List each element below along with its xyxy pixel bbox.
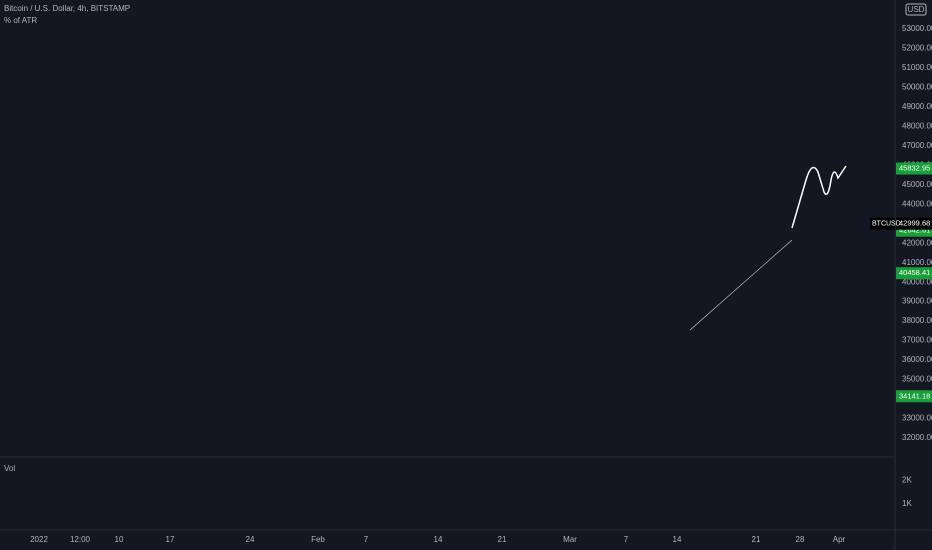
symbol-tag — [870, 217, 895, 230]
y-tick-label: 44000.00 — [902, 199, 932, 208]
y-tick-label: 41000.00 — [902, 258, 932, 267]
level-label: 40458.41 — [899, 268, 930, 277]
drawn-projection — [791, 165, 847, 229]
x-tick-label: 21 — [498, 535, 507, 544]
y-tick-label: 32000.00 — [902, 433, 932, 442]
last-price-tag — [896, 217, 932, 230]
y-tick-label: 51000.00 — [902, 63, 932, 72]
volume-tick-label: 1K — [902, 499, 912, 508]
y-tick-label: 50000.00 — [902, 82, 932, 91]
y-tick-label: 48000.00 — [902, 121, 932, 130]
x-tick-label: 14 — [673, 535, 682, 544]
y-tick-label: 45000.00 — [902, 180, 932, 189]
volume-label: Vol — [4, 464, 15, 473]
x-tick-label: Apr — [833, 535, 846, 544]
y-tick-label: 37000.00 — [902, 336, 932, 345]
y-tick-label: 52000.00 — [902, 44, 932, 53]
x-tick-label: 12:00 — [70, 535, 91, 544]
y-tick-label: 36000.00 — [902, 355, 932, 364]
level-tag — [896, 390, 932, 403]
x-tick-label: Feb — [311, 535, 325, 544]
currency[interactable]: USD — [908, 5, 925, 14]
level-label: 42642.61 — [899, 226, 930, 235]
last-price-label: 42999.68 — [899, 219, 930, 228]
symbol-label: BTCUSD — [872, 221, 901, 228]
currency-button[interactable] — [905, 3, 927, 16]
y-tick-label: 40000.00 — [902, 277, 932, 286]
x-tick-label: 21 — [752, 535, 761, 544]
x-tick-label: 2022 — [30, 535, 48, 544]
indicator-label: % of ATR — [4, 16, 37, 25]
x-tick-label: 7 — [364, 535, 369, 544]
x-tick-label: 10 — [115, 535, 124, 544]
y-tick-label: 49000.00 — [902, 102, 932, 111]
volume-tick-label: 2K — [902, 476, 912, 485]
x-tick-label: Mar — [563, 535, 577, 544]
level-label: 34141.18 — [899, 391, 930, 400]
y-tick-label: 38000.00 — [902, 316, 932, 325]
level-tag — [896, 267, 932, 280]
x-tick-label: 17 — [166, 535, 175, 544]
y-tick-label: 39000.00 — [902, 297, 932, 306]
x-tick-label: 24 — [246, 535, 255, 544]
x-tick-label: 7 — [624, 535, 629, 544]
level-tag — [896, 162, 932, 175]
y-tick-label: 42000.00 — [902, 238, 932, 247]
level-label: 45832.95 — [899, 164, 930, 173]
header-title: Bitcoin / U.S. Dollar, 4h, BITSTAMP — [4, 4, 130, 13]
y-tick-label: 53000.00 — [902, 24, 932, 33]
y-tick-label: 33000.00 — [902, 414, 932, 423]
x-tick-label: 28 — [796, 535, 805, 544]
y-tick-label: 47000.00 — [902, 141, 932, 150]
y-tick-label: 35000.00 — [902, 375, 932, 384]
x-tick-label: 14 — [434, 535, 443, 544]
trend-line — [689, 239, 793, 331]
